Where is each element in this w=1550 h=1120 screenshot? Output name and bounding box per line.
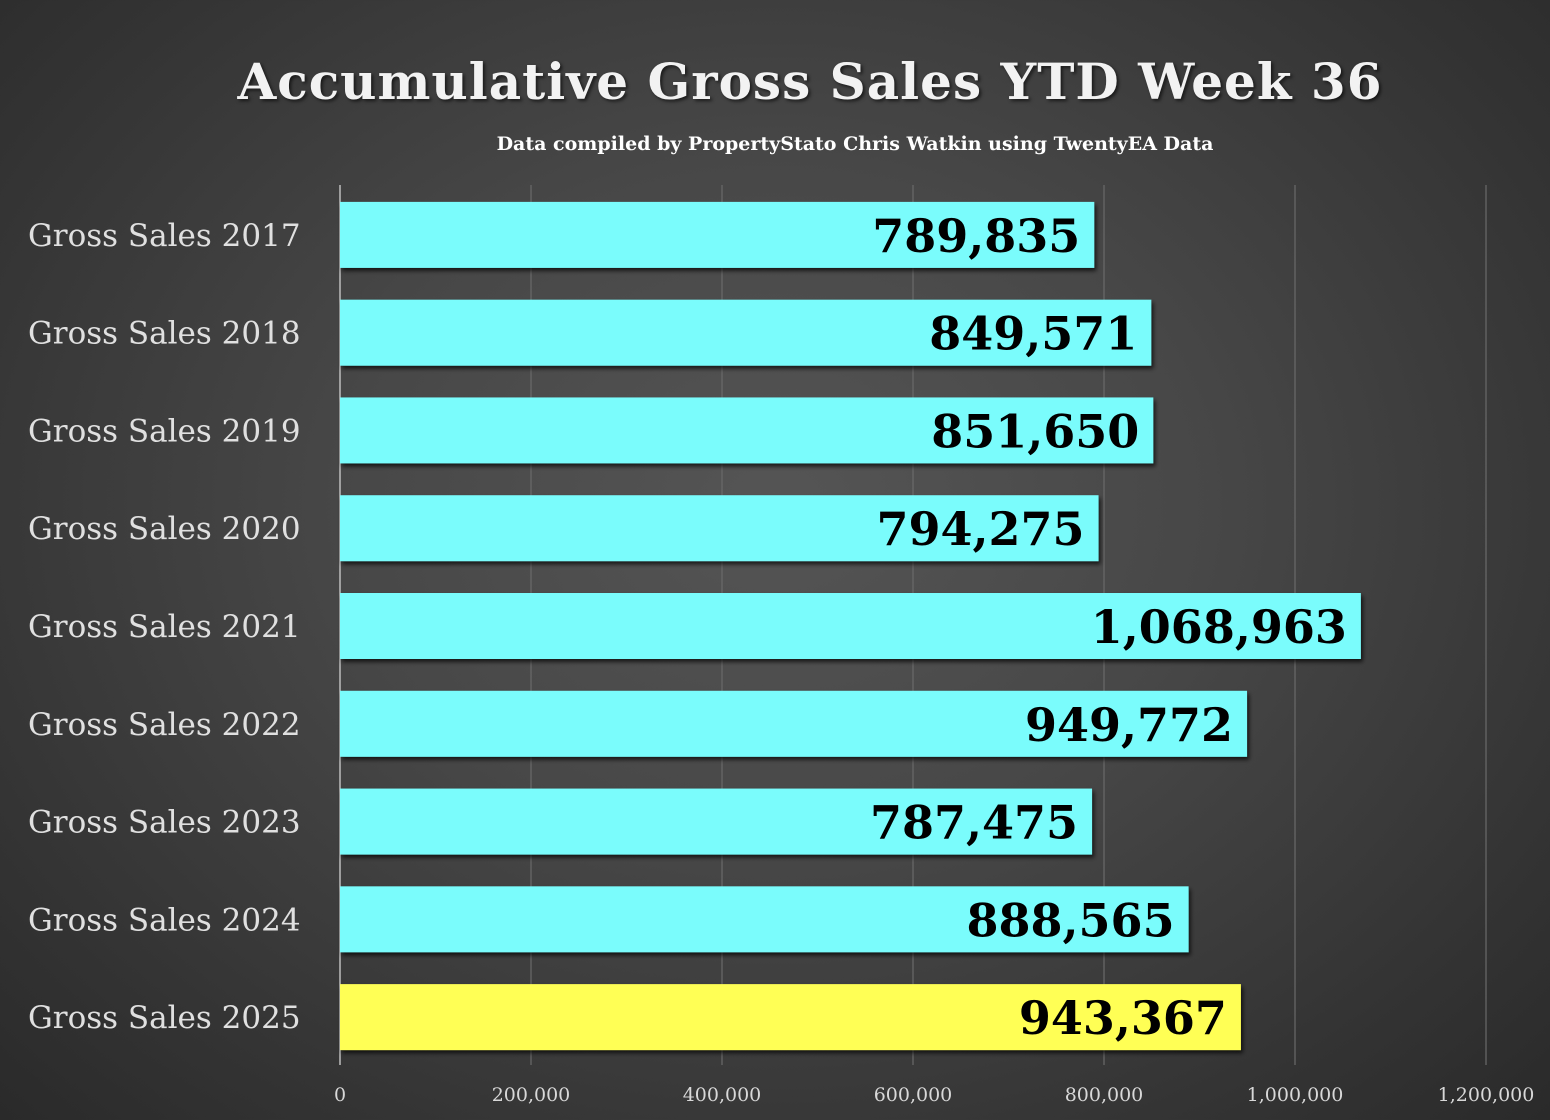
category-label: Gross Sales 2021	[28, 609, 301, 645]
bar	[340, 299, 1152, 366]
x-tick-label: 1,200,000	[1438, 1084, 1535, 1106]
chart-subtitle: Data compiled by PropertyStato Chris Wat…	[496, 133, 1214, 155]
category-label: Gross Sales 2024	[28, 902, 301, 938]
data-label: 789,835	[872, 209, 1080, 263]
x-tick-label: 600,000	[874, 1084, 953, 1106]
category-label: Gross Sales 2018	[28, 316, 301, 352]
x-tick-label: 400,000	[683, 1084, 762, 1106]
data-label: 851,650	[931, 404, 1139, 458]
data-label: 943,367	[1019, 991, 1227, 1045]
category-label: Gross Sales 2020	[28, 511, 301, 547]
category-label: Gross Sales 2022	[28, 707, 301, 743]
bar	[340, 690, 1248, 757]
x-tick-label: 800,000	[1065, 1084, 1144, 1106]
category-label: Gross Sales 2023	[28, 805, 301, 841]
bar	[340, 593, 1361, 659]
x-tick-label: 1,000,000	[1247, 1084, 1344, 1106]
bar	[340, 397, 1154, 464]
data-label: 1,068,963	[1091, 600, 1347, 654]
data-label: 949,772	[1025, 698, 1233, 752]
data-label: 849,571	[929, 307, 1137, 361]
bar	[340, 495, 1099, 562]
category-label: Gross Sales 2025	[28, 1000, 301, 1036]
bar	[340, 201, 1095, 268]
bar	[340, 788, 1093, 855]
data-label: 794,275	[876, 502, 1084, 556]
x-tick-label: 0	[334, 1084, 346, 1106]
chart-title: Accumulative Gross Sales YTD Week 36	[237, 52, 1383, 111]
bar	[340, 984, 1241, 1051]
category-label: Gross Sales 2019	[28, 413, 301, 449]
category-label: Gross Sales 2017	[28, 218, 301, 254]
data-label: 787,475	[870, 796, 1078, 850]
data-label: 888,565	[967, 893, 1175, 947]
x-tick-label: 200,000	[492, 1084, 571, 1106]
bar	[340, 886, 1189, 953]
